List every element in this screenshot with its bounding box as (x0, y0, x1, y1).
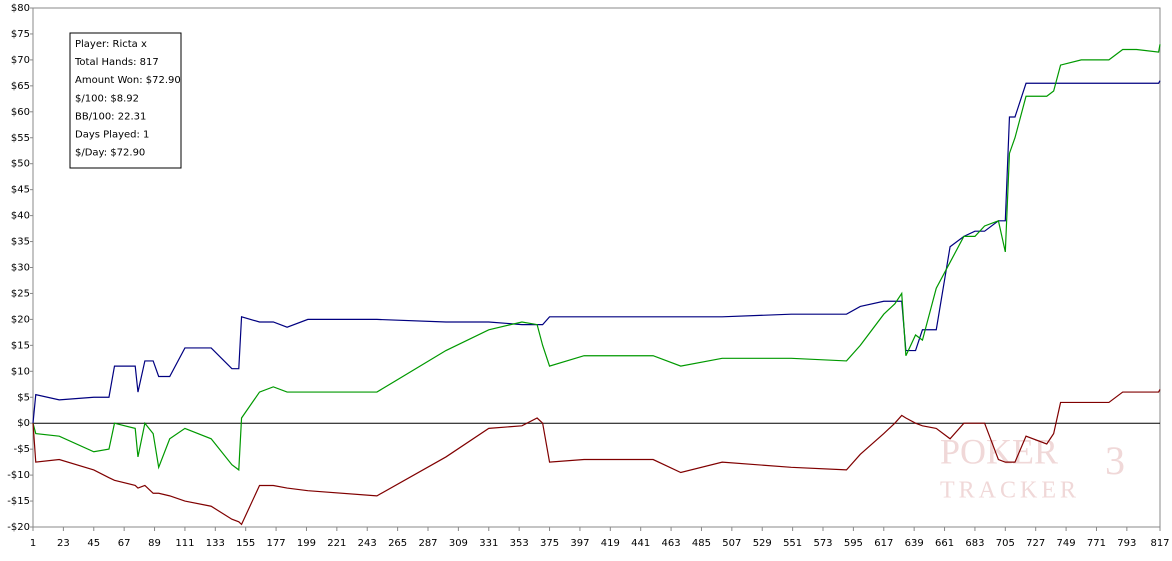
y-tick-label: $40 (11, 211, 30, 222)
x-tick-label: 111 (175, 538, 194, 549)
x-tick-label: 133 (206, 538, 225, 549)
info-box (69, 32, 182, 169)
x-tick-label: 485 (692, 538, 711, 549)
y-tick-label: -$20 (7, 522, 30, 533)
x-tick-label: 793 (1117, 538, 1136, 549)
info-line: BB/100: 22.31 (75, 111, 146, 122)
y-tick-label: $15 (11, 340, 30, 351)
x-tick-label: 507 (722, 538, 741, 549)
y-tick-label: $80 (11, 3, 30, 14)
x-tick-label: 419 (601, 538, 620, 549)
y-tick-label: $65 (11, 81, 30, 92)
series-line (32, 44, 1161, 472)
info-line: Amount Won: $72.90 (75, 75, 181, 86)
x-tick-label: 67 (118, 538, 131, 549)
info-line: Days Played: 1 (75, 130, 149, 141)
x-tick-label: 177 (267, 538, 286, 549)
series-line (32, 389, 1161, 526)
y-tick-label: -$10 (7, 470, 30, 481)
y-tick-label: $50 (11, 159, 30, 170)
x-tick-label: 771 (1087, 538, 1106, 549)
y-tick-label: $25 (11, 288, 30, 299)
series-line (32, 80, 1161, 424)
watermark: POKER (940, 431, 1058, 471)
x-tick-label: 89 (148, 538, 161, 549)
x-tick-label: 683 (965, 538, 984, 549)
x-tick-label: 375 (540, 538, 559, 549)
y-tick-label: -$15 (7, 496, 30, 507)
x-tick-label: 45 (87, 538, 100, 549)
x-tick-label: 705 (996, 538, 1015, 549)
x-tick-label: 817 (1150, 538, 1169, 549)
x-tick-label: 441 (631, 538, 650, 549)
x-tick-label: 727 (1026, 538, 1045, 549)
x-tick-label: 617 (874, 538, 893, 549)
y-tick-label: $20 (11, 314, 30, 325)
x-tick-label: 529 (753, 538, 772, 549)
x-tick-label: 243 (358, 538, 377, 549)
x-tick-label: 749 (1057, 538, 1076, 549)
x-tick-label: 287 (418, 538, 437, 549)
y-tick-label: $0 (17, 418, 30, 429)
info-line: $/100: $8.92 (75, 93, 139, 104)
x-tick-label: 639 (905, 538, 924, 549)
y-tick-label: $60 (11, 107, 30, 118)
y-tick-label: $10 (11, 366, 30, 377)
y-tick-label: $35 (11, 237, 30, 248)
y-tick-label: $45 (11, 185, 30, 196)
x-tick-label: 397 (570, 538, 589, 549)
x-tick-label: 595 (844, 538, 863, 549)
x-tick-label: 265 (388, 538, 407, 549)
x-tick-label: 353 (510, 538, 529, 549)
x-tick-label: 463 (662, 538, 681, 549)
watermark: TRACKER (940, 478, 1080, 504)
x-tick-label: 331 (479, 538, 498, 549)
x-tick-label: 661 (935, 538, 954, 549)
info-line: $/Day: $72.90 (75, 148, 145, 159)
y-tick-label: $55 (11, 133, 30, 144)
y-tick-label: $70 (11, 55, 30, 66)
x-tick-label: 23 (57, 538, 70, 549)
info-line: Player: Ricta x (75, 39, 147, 50)
x-tick-label: 221 (327, 538, 346, 549)
info-line: Total Hands: 817 (74, 57, 159, 68)
x-tick-label: 1 (30, 538, 36, 549)
x-tick-label: 199 (297, 538, 316, 549)
x-tick-label: 309 (449, 538, 468, 549)
y-tick-label: $75 (11, 29, 30, 40)
y-tick-label: -$5 (14, 444, 30, 455)
y-tick-label: $5 (17, 392, 30, 403)
x-tick-label: 551 (783, 538, 802, 549)
x-tick-label: 573 (813, 538, 832, 549)
y-tick-label: $30 (11, 263, 30, 274)
watermark: 3 (1105, 438, 1125, 483)
x-tick-label: 155 (236, 538, 255, 549)
